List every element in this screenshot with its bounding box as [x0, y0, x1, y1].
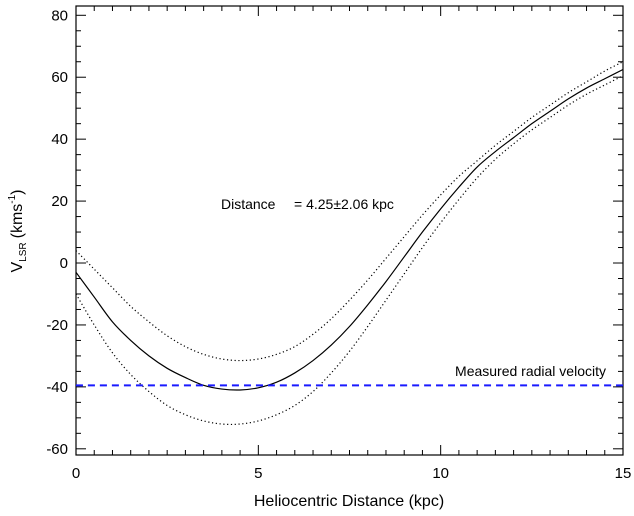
- x-tick-label: 10: [432, 465, 449, 482]
- distance-annotation-label: Distance: [221, 196, 276, 212]
- axis-ticks: [75, 6, 624, 455]
- rotation-curve-line: [75, 68, 624, 391]
- x-axis-title: Heliocentric Distance (kpc): [254, 493, 444, 510]
- x-tick-label: 15: [615, 465, 632, 482]
- y-tick-label: -60: [46, 441, 68, 458]
- y-tick-label: 0: [60, 255, 68, 272]
- lower-bound-dotted-line: [75, 75, 624, 426]
- distance-annotation-value: = 4.25±2.06 kpc: [294, 196, 394, 212]
- y-axis-title-close: ): [9, 189, 26, 194]
- series-layer: [75, 61, 624, 426]
- x-tick-label: 5: [254, 465, 262, 482]
- y-tick-label: 80: [51, 7, 68, 24]
- plot-frame: [75, 5, 624, 456]
- y-axis-title: VLSR (kms-1): [7, 189, 29, 272]
- tick-labels: 0 5 10 15 -60 -40 -20 0 20 40 60 80: [46, 7, 631, 482]
- x-tick-label: 0: [72, 465, 80, 482]
- y-axis-title-sup: -1: [7, 194, 18, 203]
- y-tick-label: -40: [46, 379, 68, 396]
- y-axis-title-base: V: [9, 262, 26, 273]
- y-tick-label: 40: [51, 131, 68, 148]
- y-axis-title-unit: (kms: [9, 204, 26, 239]
- y-tick-label: 20: [51, 193, 68, 210]
- y-tick-label: -20: [46, 317, 68, 334]
- y-axis-title-sub: LSR: [18, 242, 29, 261]
- y-tick-label: 60: [51, 69, 68, 86]
- series-label-measured-radial-velocity: Measured radial velocity: [455, 363, 606, 379]
